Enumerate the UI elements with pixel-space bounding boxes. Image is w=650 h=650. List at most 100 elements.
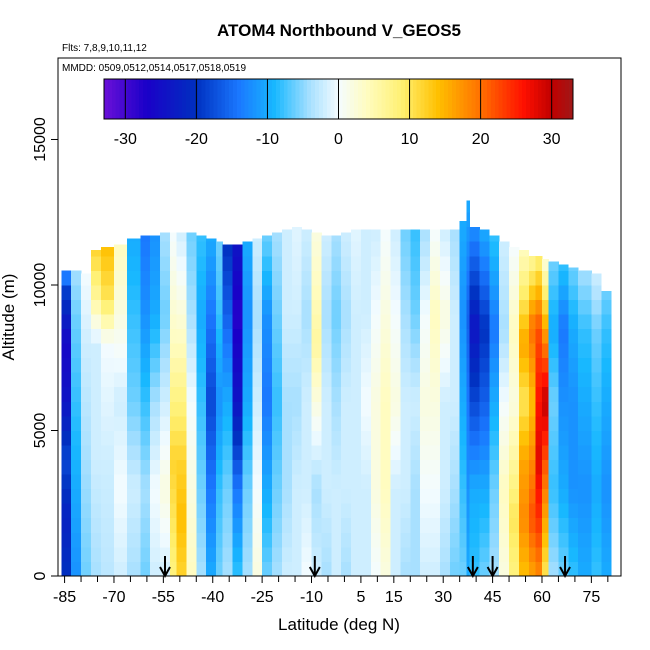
heatmap-cell bbox=[186, 474, 197, 490]
heatmap-cell bbox=[568, 415, 579, 431]
colorbar-segment bbox=[221, 79, 226, 119]
heatmap-cell bbox=[232, 532, 243, 548]
heatmap-cell bbox=[222, 270, 233, 286]
heatmap-cell bbox=[351, 270, 362, 286]
heatmap-cell bbox=[548, 561, 559, 577]
heatmap-cell bbox=[61, 415, 72, 431]
heatmap-cell bbox=[71, 284, 82, 300]
colorbar-segment bbox=[467, 79, 472, 119]
heatmap-cell bbox=[196, 284, 207, 300]
heatmap-cell bbox=[301, 372, 312, 388]
heatmap-cell bbox=[196, 241, 207, 257]
colorbar-segment bbox=[213, 79, 218, 119]
heatmap-cell bbox=[509, 532, 520, 548]
heatmap-cell bbox=[420, 241, 431, 257]
heatmap-cell bbox=[370, 255, 382, 271]
heatmap-cell bbox=[400, 503, 411, 519]
heatmap-cell bbox=[252, 459, 263, 475]
heatmap-cell bbox=[558, 532, 569, 548]
heatmap-cell bbox=[81, 284, 92, 300]
heatmap-cell bbox=[528, 372, 536, 388]
heatmap-cell bbox=[410, 314, 421, 330]
heatmap-cell bbox=[81, 401, 92, 417]
heatmap-cell bbox=[216, 430, 224, 446]
heatmap-cell bbox=[548, 503, 559, 519]
colorbar-segment bbox=[166, 79, 171, 119]
heatmap-cell bbox=[272, 503, 283, 519]
heatmap-cell bbox=[160, 343, 171, 359]
heatmap-cell bbox=[281, 386, 293, 402]
heatmap-cell bbox=[601, 401, 612, 417]
heatmap-cell bbox=[216, 561, 224, 577]
colorbar-segment bbox=[342, 79, 347, 119]
colorbar-segment bbox=[475, 79, 480, 119]
heatmap-cell bbox=[360, 503, 372, 519]
heatmap-cell bbox=[390, 299, 401, 315]
heatmap-cell bbox=[535, 270, 543, 286]
heatmap-cell bbox=[578, 401, 592, 417]
heatmap-cell bbox=[196, 357, 207, 373]
colorbar-segment bbox=[186, 79, 191, 119]
heatmap-cell bbox=[113, 244, 128, 257]
colorbar-segment bbox=[561, 79, 566, 119]
heatmap-cell bbox=[222, 459, 233, 475]
heatmap-cell bbox=[272, 241, 283, 257]
heatmap-cell bbox=[518, 255, 530, 271]
heatmap-cell bbox=[479, 546, 490, 562]
heatmap-cell bbox=[252, 357, 263, 373]
heatmap-cell bbox=[439, 314, 451, 330]
heatmap-cell bbox=[291, 459, 303, 475]
heatmap-cell bbox=[380, 546, 391, 562]
heatmap-cell bbox=[558, 401, 569, 417]
colorbar-segment bbox=[424, 79, 429, 119]
heatmap-cell bbox=[410, 299, 421, 315]
heatmap-cell bbox=[535, 445, 543, 460]
heatmap-cell bbox=[113, 503, 128, 519]
heatmap-cell bbox=[459, 386, 467, 402]
heatmap-cell bbox=[186, 314, 197, 330]
heatmap-cell bbox=[301, 241, 312, 257]
colorbar-segment bbox=[272, 79, 277, 119]
heatmap-cell bbox=[439, 299, 451, 315]
heatmap-cell bbox=[150, 488, 161, 504]
heatmap-cell bbox=[360, 328, 372, 344]
heatmap-cell bbox=[380, 386, 391, 402]
heatmap-cell bbox=[100, 284, 115, 300]
heatmap-cell bbox=[150, 415, 161, 431]
heatmap-cell bbox=[370, 503, 382, 519]
y-tick-label: 5000 bbox=[32, 413, 49, 449]
heatmap-cell bbox=[216, 386, 224, 402]
heatmap-cell bbox=[591, 503, 602, 519]
heatmap-cell bbox=[370, 474, 382, 490]
heatmap-cell bbox=[430, 314, 441, 330]
heatmap-cell bbox=[242, 430, 253, 446]
colorbar-segment bbox=[440, 79, 445, 119]
heatmap-cell bbox=[196, 532, 207, 548]
heatmap-cell bbox=[81, 386, 92, 402]
heatmap-cell bbox=[113, 255, 128, 271]
heatmap-cell bbox=[591, 546, 602, 562]
heatmap-cell bbox=[489, 430, 500, 446]
heatmap-cell bbox=[232, 270, 243, 286]
heatmap-cell bbox=[331, 546, 342, 562]
heatmap-cell bbox=[252, 532, 263, 548]
heatmap-cell bbox=[160, 314, 171, 330]
colorbar-tick-label: -10 bbox=[256, 131, 279, 148]
heatmap-cell bbox=[410, 430, 421, 446]
colorbar-segment bbox=[420, 79, 425, 119]
heatmap-cell bbox=[242, 255, 253, 271]
heatmap-cell bbox=[71, 328, 82, 344]
heatmap-cell bbox=[591, 488, 602, 504]
heatmap-cell bbox=[370, 328, 382, 344]
heatmap-cell bbox=[466, 401, 470, 417]
heatmap-cell bbox=[150, 357, 161, 373]
heatmap-cell bbox=[518, 343, 530, 359]
colorbar-segment bbox=[381, 79, 386, 119]
heatmap-cell bbox=[150, 235, 161, 242]
heatmap-cell bbox=[100, 430, 115, 446]
heatmap-cell bbox=[466, 299, 470, 315]
heatmap-cell bbox=[439, 255, 451, 271]
heatmap-cell bbox=[469, 532, 480, 548]
colorbar-segment bbox=[494, 79, 500, 119]
heatmap-cell bbox=[127, 314, 141, 330]
